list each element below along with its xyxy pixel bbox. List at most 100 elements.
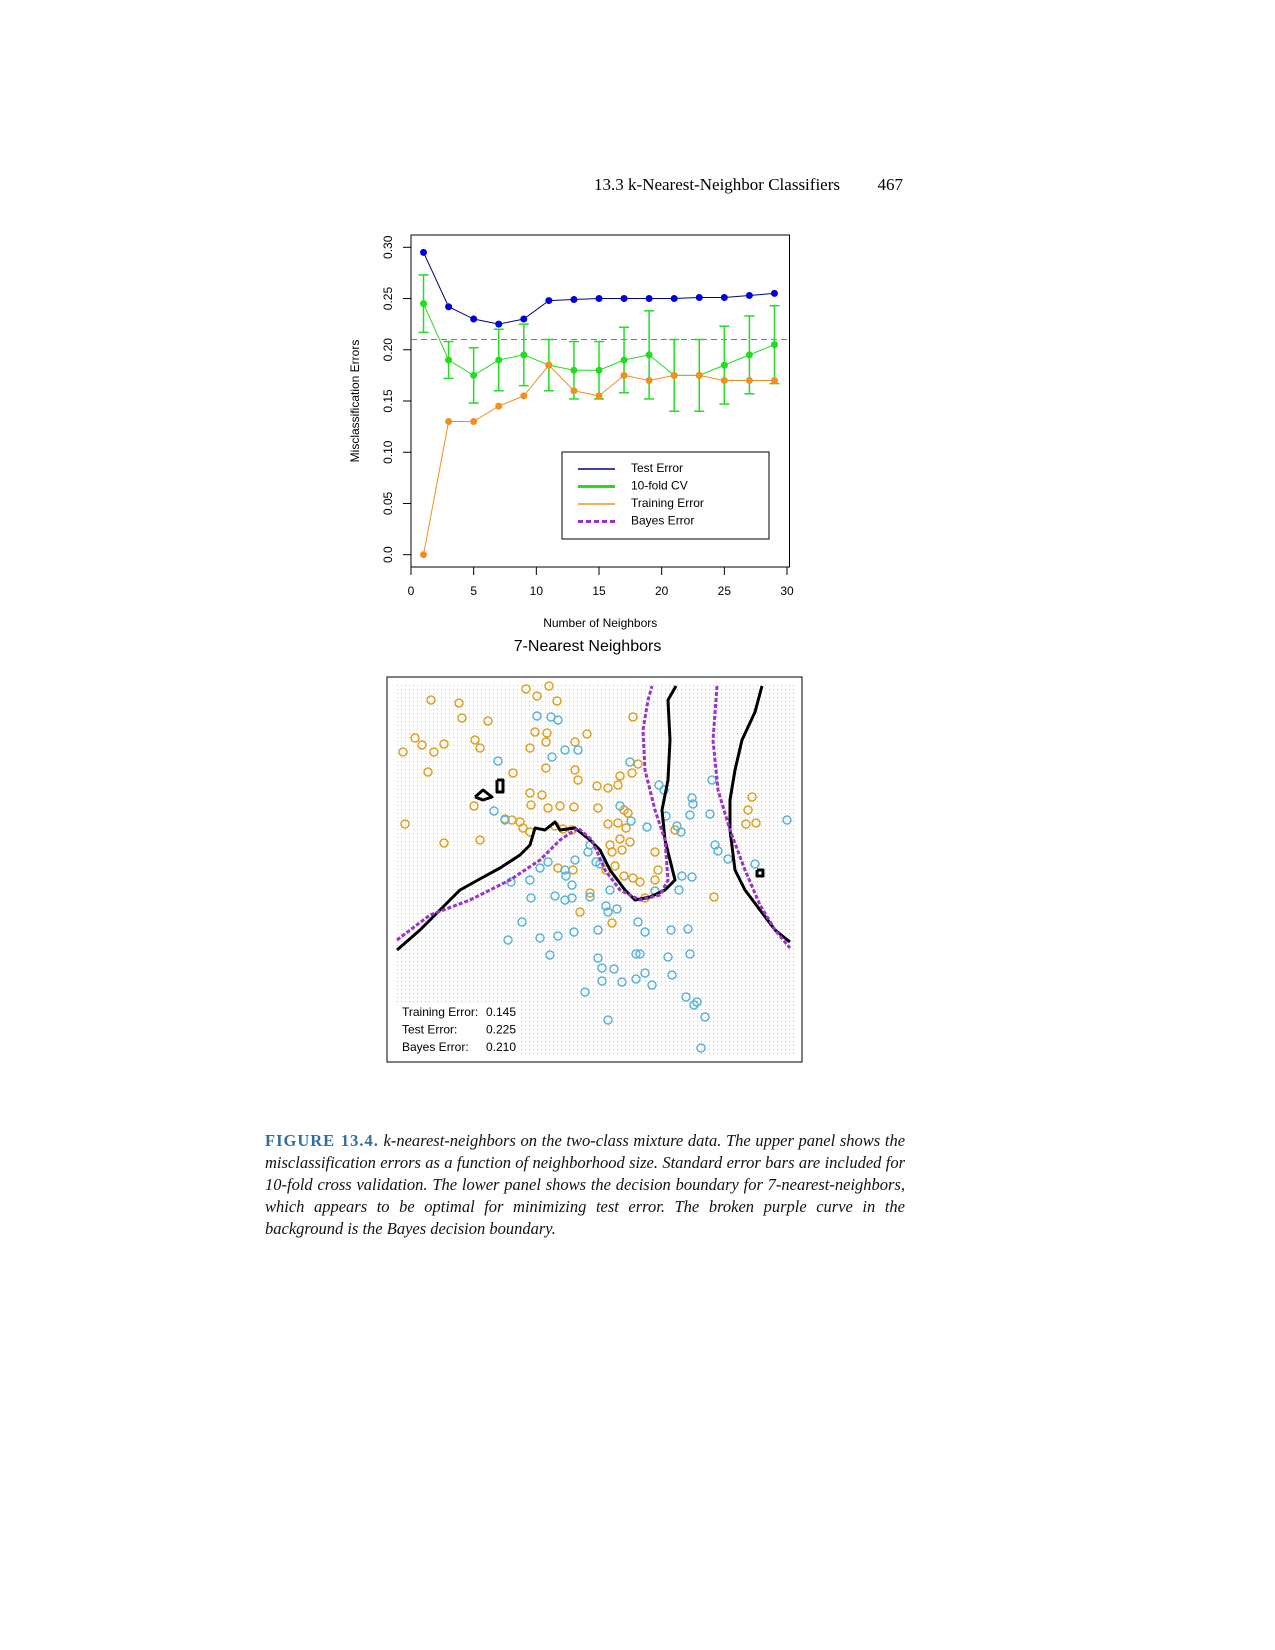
- data-point: [532, 691, 542, 701]
- data-point: [585, 892, 595, 902]
- data-point: [573, 745, 583, 755]
- data-point: [553, 931, 563, 941]
- data-point: [470, 735, 480, 745]
- data-point: [423, 767, 433, 777]
- data-point: [745, 351, 753, 359]
- y-tick-label: 0.0: [381, 546, 395, 563]
- data-point: [493, 756, 503, 766]
- data-point: [553, 715, 563, 725]
- data-point: [543, 857, 553, 867]
- data-point: [595, 366, 603, 374]
- data-point: [535, 863, 545, 873]
- data-point: [454, 698, 464, 708]
- data-point: [508, 768, 518, 778]
- series-line: [423, 252, 775, 325]
- data-point: [593, 953, 603, 963]
- data-point: [782, 815, 792, 825]
- x-tick-label: 15: [592, 584, 606, 598]
- data-point: [593, 925, 603, 935]
- data-point: [550, 891, 560, 901]
- data-point: [713, 846, 723, 856]
- data-point: [483, 716, 493, 726]
- data-point: [575, 907, 585, 917]
- data-point: [541, 737, 551, 747]
- data-point: [681, 992, 691, 1002]
- caption-text: k-nearest-neighbors on the two-class mix…: [265, 1131, 906, 1238]
- data-point: [642, 822, 652, 832]
- data-point: [685, 810, 695, 820]
- data-point: [570, 855, 580, 865]
- data-point: [469, 801, 479, 811]
- data-point: [439, 739, 449, 749]
- data-point: [745, 291, 753, 299]
- data-point: [518, 823, 528, 833]
- data-point: [597, 963, 607, 973]
- plot-area: [395, 681, 796, 1056]
- data-point: [720, 377, 728, 385]
- data-point: [747, 792, 757, 802]
- data-point: [398, 747, 408, 757]
- data-point: [610, 861, 620, 871]
- bayes-boundary: [396, 685, 670, 942]
- data-point: [640, 968, 650, 978]
- data-point: [542, 728, 552, 738]
- data-point: [700, 1012, 710, 1022]
- data-point: [615, 771, 625, 781]
- data-point: [544, 681, 554, 691]
- data-point: [470, 417, 478, 425]
- data-point: [650, 875, 660, 885]
- data-point: [429, 747, 439, 757]
- data-point: [723, 854, 733, 864]
- data-point: [603, 1015, 613, 1025]
- data-point: [439, 838, 449, 848]
- stat-label: Bayes Error:: [402, 1040, 469, 1054]
- data-point: [569, 927, 579, 937]
- data-point: [573, 775, 583, 785]
- data-point: [751, 818, 761, 828]
- data-point: [543, 803, 553, 813]
- y-tick-label: 0.05: [381, 491, 395, 515]
- data-point: [570, 737, 580, 747]
- data-point: [709, 892, 719, 902]
- y-tick-label: 0.20: [381, 338, 395, 362]
- data-point: [741, 819, 751, 829]
- data-point: [687, 872, 697, 882]
- data-point: [628, 712, 638, 722]
- data-point: [603, 783, 613, 793]
- data-point: [677, 871, 687, 881]
- data-point: [625, 837, 635, 847]
- data-point: [623, 808, 633, 818]
- data-point: [645, 295, 653, 303]
- data-point: [620, 295, 628, 303]
- data-point: [619, 871, 629, 881]
- knn-boundary: [474, 788, 494, 802]
- page-number: 467: [878, 175, 904, 194]
- data-point: [635, 877, 645, 887]
- data-point: [663, 952, 673, 962]
- data-point: [545, 950, 555, 960]
- data-point: [745, 377, 753, 385]
- knn-chart: 7-Nearest Neighbors Training Error: 0.145 T…: [386, 638, 803, 1063]
- data-point: [621, 823, 631, 833]
- y-axis-label: Misclassification Errors: [348, 340, 362, 463]
- data-point: [615, 801, 625, 811]
- stat-label: Test Error:: [402, 1023, 457, 1037]
- data-point: [613, 780, 623, 790]
- data-point: [495, 320, 503, 328]
- data-point: [580, 987, 590, 997]
- data-point: [620, 356, 628, 364]
- data-point: [743, 805, 753, 815]
- knn-boundary: [495, 778, 505, 794]
- data-point: [521, 684, 531, 694]
- data-point: [633, 917, 643, 927]
- data-point: [609, 964, 619, 974]
- data-point: [526, 800, 536, 810]
- data-point: [645, 377, 653, 385]
- data-point: [470, 371, 478, 379]
- data-point: [597, 976, 607, 986]
- data-point: [570, 296, 578, 304]
- chart-title: 7-Nearest Neighbors: [514, 638, 662, 655]
- data-point: [545, 361, 553, 369]
- data-point: [503, 935, 513, 945]
